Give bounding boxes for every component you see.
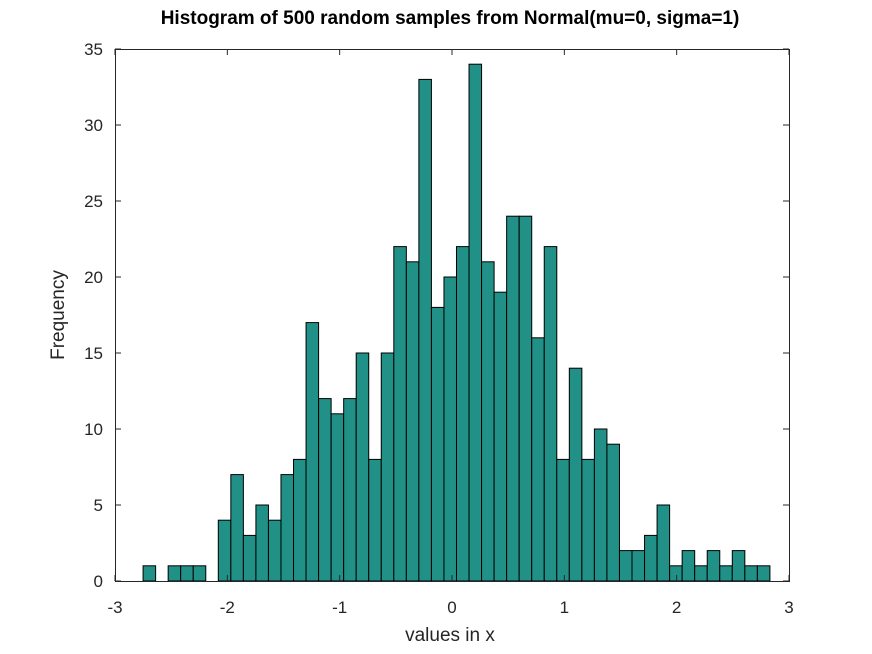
histogram-bar xyxy=(556,458,570,582)
histogram-bar xyxy=(430,306,445,582)
histogram-bar xyxy=(180,565,194,582)
y-tick-label: 20 xyxy=(84,268,103,287)
histogram-bar xyxy=(405,261,420,582)
x-tick-label: 3 xyxy=(784,598,793,617)
histogram-bar xyxy=(681,550,696,582)
x-tick-label: 1 xyxy=(560,598,569,617)
histogram-bar xyxy=(518,215,533,582)
histogram-bar xyxy=(418,78,432,582)
histogram-bar xyxy=(593,428,608,582)
histogram-bar xyxy=(318,398,332,582)
histogram-bar xyxy=(455,246,470,582)
histogram-bar xyxy=(267,519,282,582)
histogram-bar xyxy=(255,504,269,582)
histogram-bar xyxy=(606,443,620,582)
histogram-bar xyxy=(217,519,232,582)
y-tick-label: 0 xyxy=(94,572,103,591)
histogram-bar xyxy=(242,534,257,582)
histogram-bar xyxy=(543,246,558,582)
histogram-bar xyxy=(506,215,520,582)
y-tick-label: 25 xyxy=(84,192,103,211)
histogram-bar xyxy=(694,565,708,582)
histogram-bar xyxy=(368,458,382,582)
histogram-bar xyxy=(330,413,345,582)
y-axis-label: Frequency xyxy=(48,270,69,360)
x-tick-label: 2 xyxy=(672,598,681,617)
y-tick-label: 15 xyxy=(84,344,103,363)
x-tick-label: -2 xyxy=(220,598,235,617)
histogram-bar xyxy=(719,565,733,582)
histogram-bar xyxy=(656,504,671,582)
y-axis-ticks: 0 5 10 15 20 25 30 35 xyxy=(84,40,789,591)
histogram-bar xyxy=(167,565,182,582)
y-tick-label: 30 xyxy=(84,116,103,135)
histogram-bar xyxy=(355,352,370,582)
histogram-bar xyxy=(305,322,320,582)
histogram-bar xyxy=(192,565,207,582)
histogram-bar xyxy=(669,565,683,582)
histogram-bar xyxy=(644,534,658,582)
histogram-bar xyxy=(493,291,508,582)
y-tick-label: 10 xyxy=(84,420,103,439)
histogram-bar xyxy=(631,550,646,582)
histogram-bar xyxy=(468,63,483,582)
histogram-bar xyxy=(744,565,758,582)
histogram-bar xyxy=(393,246,407,582)
bars-group xyxy=(142,63,771,582)
histogram-bar xyxy=(230,474,244,582)
y-tick-label: 5 xyxy=(94,496,103,515)
histogram-bar xyxy=(618,550,633,582)
histogram-bar xyxy=(731,550,746,582)
histogram-bar xyxy=(481,261,495,582)
histogram-bar xyxy=(142,565,157,582)
x-tick-label: 0 xyxy=(447,598,456,617)
histogram-bar xyxy=(380,352,395,582)
x-tick-label: -3 xyxy=(107,598,122,617)
histogram-bar xyxy=(293,458,307,582)
histogram-bar xyxy=(280,474,295,582)
x-axis-label: values in x xyxy=(405,625,495,646)
histogram-bar xyxy=(756,565,771,582)
histogram-bar xyxy=(343,398,357,582)
histogram-bar xyxy=(443,276,457,582)
histogram-bar xyxy=(531,337,545,582)
histogram-bar xyxy=(581,458,595,582)
chart-title: Histogram of 500 random samples from Nor… xyxy=(161,8,740,29)
y-tick-label: 35 xyxy=(84,40,103,59)
histogram-bar xyxy=(568,367,583,582)
x-tick-label: -1 xyxy=(332,598,347,617)
x-axis-ticks: -3 -2 -1 0 1 2 3 xyxy=(107,49,794,617)
histogram-bar xyxy=(706,550,721,582)
